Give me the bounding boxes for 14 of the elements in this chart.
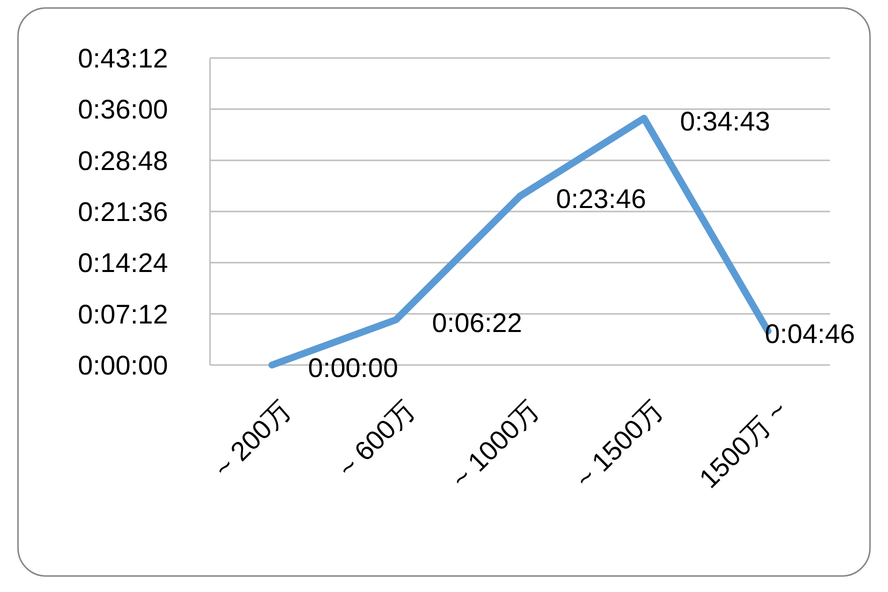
y-tick-label: 0:14:24	[78, 248, 168, 278]
x-tick-label: ~ 200万	[208, 394, 297, 484]
data-label: 0:00:00	[308, 353, 398, 383]
data-label: 0:06:22	[432, 308, 522, 338]
data-label: 0:23:46	[556, 184, 646, 214]
y-tick-label: 0:00:00	[78, 350, 168, 380]
y-tick-label: 0:36:00	[78, 94, 168, 125]
y-tick-label: 0:28:48	[78, 146, 168, 176]
y-tick-label: 0:43:12	[78, 43, 168, 74]
data-label: 0:04:46	[764, 319, 856, 350]
data-label: 0:34:43	[680, 106, 770, 136]
y-tick-label: 0:07:12	[78, 299, 168, 330]
x-tick-label: ~ 600万	[332, 394, 421, 484]
y-tick-label: 0:21:36	[78, 196, 168, 227]
